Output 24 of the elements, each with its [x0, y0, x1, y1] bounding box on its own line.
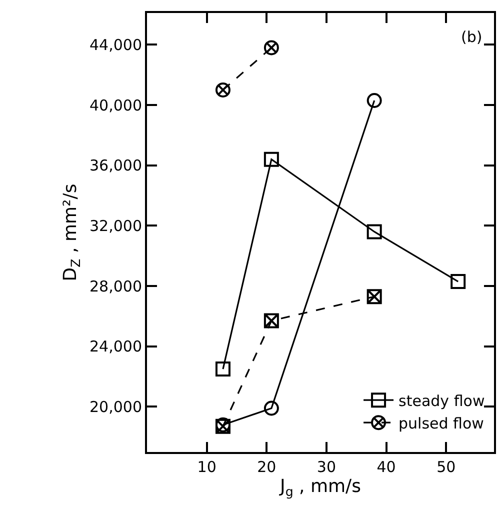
annotation: (b) [461, 28, 482, 46]
point [216, 82, 230, 98]
x-tick-label: 30 [316, 458, 336, 476]
point [264, 152, 279, 167]
x-tick-label: 50 [436, 458, 456, 476]
y-tick-label: 28,000 [90, 277, 142, 296]
x-axis-title: J$_{g}$ , mm/s [279, 476, 361, 499]
point [366, 224, 382, 240]
point [215, 362, 230, 377]
legend-label: pulsed flow [398, 414, 484, 432]
y-tick-label: 32,000 [90, 216, 142, 235]
y-tick-label: 24,000 [90, 338, 142, 356]
point [264, 313, 279, 328]
y-tick-label: 20,000 [90, 398, 142, 416]
y-tick-label: 36,000 [90, 156, 142, 175]
point [264, 40, 279, 56]
x-tick-label: 10 [197, 458, 216, 476]
x-tick-label: 40 [376, 458, 396, 476]
legend-label: steady flow [398, 392, 485, 410]
x-tick-label: 20 [257, 458, 276, 476]
point [366, 289, 382, 304]
y-tick-label: 44,000 [90, 36, 142, 54]
y-tick-label: 40,000 [90, 96, 142, 114]
point [450, 274, 466, 290]
